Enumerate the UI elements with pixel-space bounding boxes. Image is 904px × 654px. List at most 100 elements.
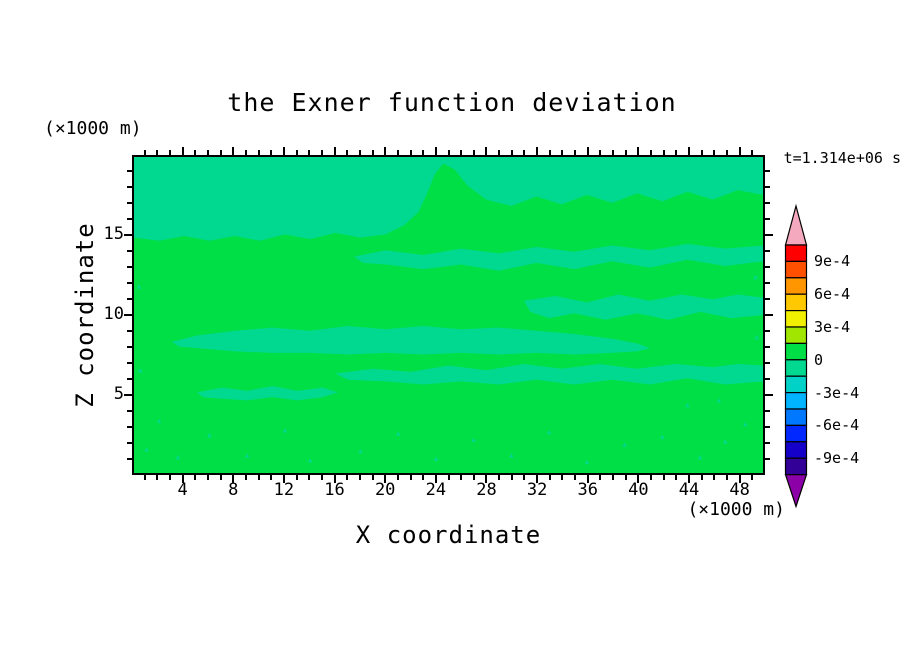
colorbar-segment: [784, 260, 808, 279]
axis-tick: [384, 147, 387, 155]
axis-tick: [485, 147, 488, 155]
axis-tick: [282, 475, 285, 483]
axis-tick: [127, 298, 132, 300]
contour-speck: [471, 437, 476, 442]
axis-tick: [561, 475, 564, 480]
axis-tick: [765, 410, 770, 412]
axis-tick: [523, 475, 526, 480]
axis-tick: [181, 475, 184, 483]
axis-tick: [765, 362, 770, 364]
axis-tick: [257, 475, 260, 480]
colorbar-tick-label: 6e-4: [814, 285, 851, 304]
colorbar-segment: [784, 359, 808, 377]
axis-tick: [738, 475, 741, 483]
x-tick-label: 28: [476, 480, 497, 500]
axis-tick: [536, 147, 539, 155]
contour-speck: [685, 402, 690, 408]
axis-tick: [637, 147, 640, 155]
axis-tick: [371, 475, 374, 480]
axis-tick: [127, 282, 132, 284]
axis-tick: [409, 475, 412, 480]
axis-tick: [270, 475, 273, 480]
contour-speck: [144, 447, 149, 452]
axis-tick: [751, 475, 754, 480]
axis-tick: [447, 475, 450, 480]
contour-speck: [753, 274, 758, 280]
axis-tick: [765, 234, 773, 236]
colorbar: [784, 203, 808, 509]
axis-tick: [765, 250, 770, 252]
axis-tick: [662, 475, 665, 480]
axis-tick: [765, 266, 770, 268]
x-axis-unit-label: (×1000 m): [687, 499, 785, 520]
contour-speck: [697, 455, 703, 460]
colorbar-tick-label: -9e-4: [814, 449, 860, 468]
axis-tick: [127, 378, 132, 380]
axis-tick: [127, 346, 132, 348]
axis-tick: [662, 150, 665, 155]
axis-tick: [472, 150, 475, 155]
axis-tick: [232, 475, 235, 483]
axis-tick: [194, 150, 197, 155]
axis-tick: [498, 475, 501, 480]
axis-tick: [599, 475, 602, 480]
contour-speck: [156, 418, 162, 424]
contour-speck: [509, 453, 514, 458]
axis-tick: [127, 266, 132, 268]
contour-speck: [723, 439, 728, 444]
axis-tick: [586, 147, 589, 155]
axis-tick: [206, 150, 209, 155]
contour-speck: [584, 459, 590, 465]
axis-tick: [358, 475, 361, 480]
axis-tick: [320, 150, 323, 155]
axis-tick: [206, 475, 209, 480]
x-tick-label: 44: [678, 480, 700, 500]
axis-tick: [333, 147, 336, 155]
axis-tick: [624, 150, 627, 155]
axis-tick: [434, 147, 437, 155]
axis-tick: [612, 475, 615, 480]
colorbar-segment: [784, 326, 808, 344]
z-axis-unit-label: (×1000 m): [44, 118, 142, 139]
axis-tick: [700, 150, 703, 155]
z-tick-label: 10: [103, 304, 124, 324]
contour-field: [134, 157, 763, 465]
colorbar-top-arrow: [784, 203, 808, 246]
axis-tick: [371, 150, 374, 155]
axis-tick: [765, 394, 773, 396]
contour-speck: [175, 455, 181, 460]
axis-tick: [765, 426, 770, 428]
x-tick-label: 4: [177, 480, 188, 500]
axis-tick: [244, 150, 247, 155]
axis-tick: [396, 475, 399, 480]
axis-tick: [333, 475, 336, 483]
plot-area: [132, 155, 765, 475]
axis-tick: [384, 475, 387, 483]
axis-tick: [574, 475, 577, 480]
axis-tick: [765, 282, 770, 284]
colorbar-segment: [784, 277, 808, 295]
axis-tick: [510, 475, 513, 480]
colorbar-segment: [784, 244, 808, 262]
axis-tick: [765, 218, 770, 220]
contour-region-top-band: [134, 157, 763, 241]
contour-speck: [358, 448, 363, 454]
colorbar-tick-label: -3e-4: [814, 383, 860, 402]
axis-tick: [124, 314, 132, 316]
axis-tick: [127, 362, 132, 364]
axis-tick: [624, 475, 627, 480]
axis-tick: [244, 475, 247, 480]
contour-speck: [136, 284, 142, 289]
axis-tick: [599, 150, 602, 155]
x-tick-label: 40: [628, 480, 649, 500]
axis-tick: [523, 150, 526, 155]
axis-tick: [219, 475, 222, 480]
axis-tick: [765, 378, 770, 380]
colorbar-segment: [784, 441, 808, 459]
axis-tick: [124, 234, 132, 236]
axis-tick: [510, 150, 513, 155]
axis-tick: [650, 475, 653, 480]
axis-tick: [156, 475, 159, 480]
axis-tick: [726, 150, 729, 155]
